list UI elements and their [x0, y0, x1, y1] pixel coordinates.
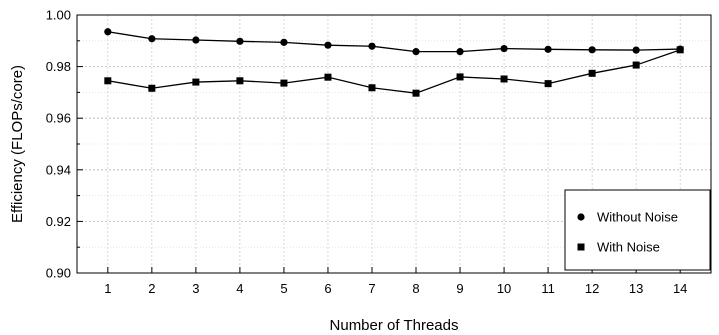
with-noise-point [280, 79, 288, 87]
x-tick-label: 12 [585, 281, 599, 296]
legend-label-with-noise: With Noise [597, 240, 660, 255]
with-noise-point [192, 78, 200, 86]
y-axis-title: Efficiency (FLOPs/core) [9, 65, 26, 223]
x-tick-label: 13 [629, 281, 643, 296]
x-tick-label: 1 [104, 281, 111, 296]
without-noise-point [588, 46, 596, 54]
x-tick-label: 14 [673, 281, 687, 296]
legend: Without Noise With Noise [564, 189, 711, 271]
y-tick-label: 0.92 [46, 214, 71, 229]
series-group [104, 28, 684, 97]
with-noise-point [588, 69, 596, 77]
without-noise-point [148, 35, 156, 43]
x-tick-label: 10 [497, 281, 511, 296]
x-tick-label: 7 [368, 281, 375, 296]
x-tick-label: 3 [192, 281, 199, 296]
without-noise-point [236, 37, 244, 45]
legend-marker-without-noise [577, 213, 585, 221]
x-tick-label: 4 [236, 281, 243, 296]
y-tick-label: 0.98 [46, 59, 71, 74]
y-tick-label: 0.96 [46, 111, 71, 126]
with-noise-point [456, 73, 464, 81]
with-noise-point [104, 77, 112, 85]
without-noise-point [368, 42, 376, 50]
without-noise-point [104, 28, 112, 36]
with-noise-point [500, 75, 508, 83]
without-noise-point [324, 41, 332, 49]
legend-box [564, 189, 711, 271]
without-noise-point [500, 44, 508, 53]
with-noise-point [236, 77, 244, 85]
without-noise-point [456, 48, 464, 56]
x-tick-label: 2 [148, 281, 155, 296]
y-tick-label: 0.90 [46, 266, 71, 281]
without-noise-point [192, 36, 200, 44]
x-axis-title: Number of Threads [330, 317, 459, 334]
without-noise-point [280, 38, 288, 46]
with-noise-point [632, 61, 640, 69]
with-noise-point [412, 89, 420, 97]
with-noise-point [324, 73, 332, 81]
x-tick-label: 11 [541, 281, 555, 296]
x-tick-label: 5 [280, 281, 287, 296]
y-tick-label: 0.94 [46, 162, 71, 177]
without-noise-point [412, 48, 420, 56]
y-axis-ticks: 0.90 0.92 0.94 0.96 0.98 1.00 [46, 8, 83, 281]
x-tick-label: 9 [456, 281, 463, 296]
x-tick-label: 8 [412, 281, 419, 296]
without-noise-point [632, 46, 640, 54]
x-tick-label: 6 [324, 281, 331, 296]
x-axis-ticks: 1 2 3 4 5 6 7 8 9 10 11 12 13 14 [104, 267, 687, 296]
with-noise-point [148, 84, 156, 92]
with-noise-point [544, 80, 552, 88]
with-noise-line [107, 49, 681, 94]
legend-label-without-noise: Without Noise [597, 210, 678, 225]
with-noise-point [676, 46, 684, 54]
y-tick-label: 1.00 [46, 8, 71, 23]
plot-area-frame [76, 14, 712, 274]
legend-marker-with-noise [577, 243, 585, 251]
with-noise-point [368, 84, 376, 92]
without-noise-line [107, 31, 681, 53]
without-noise-point [544, 45, 552, 53]
